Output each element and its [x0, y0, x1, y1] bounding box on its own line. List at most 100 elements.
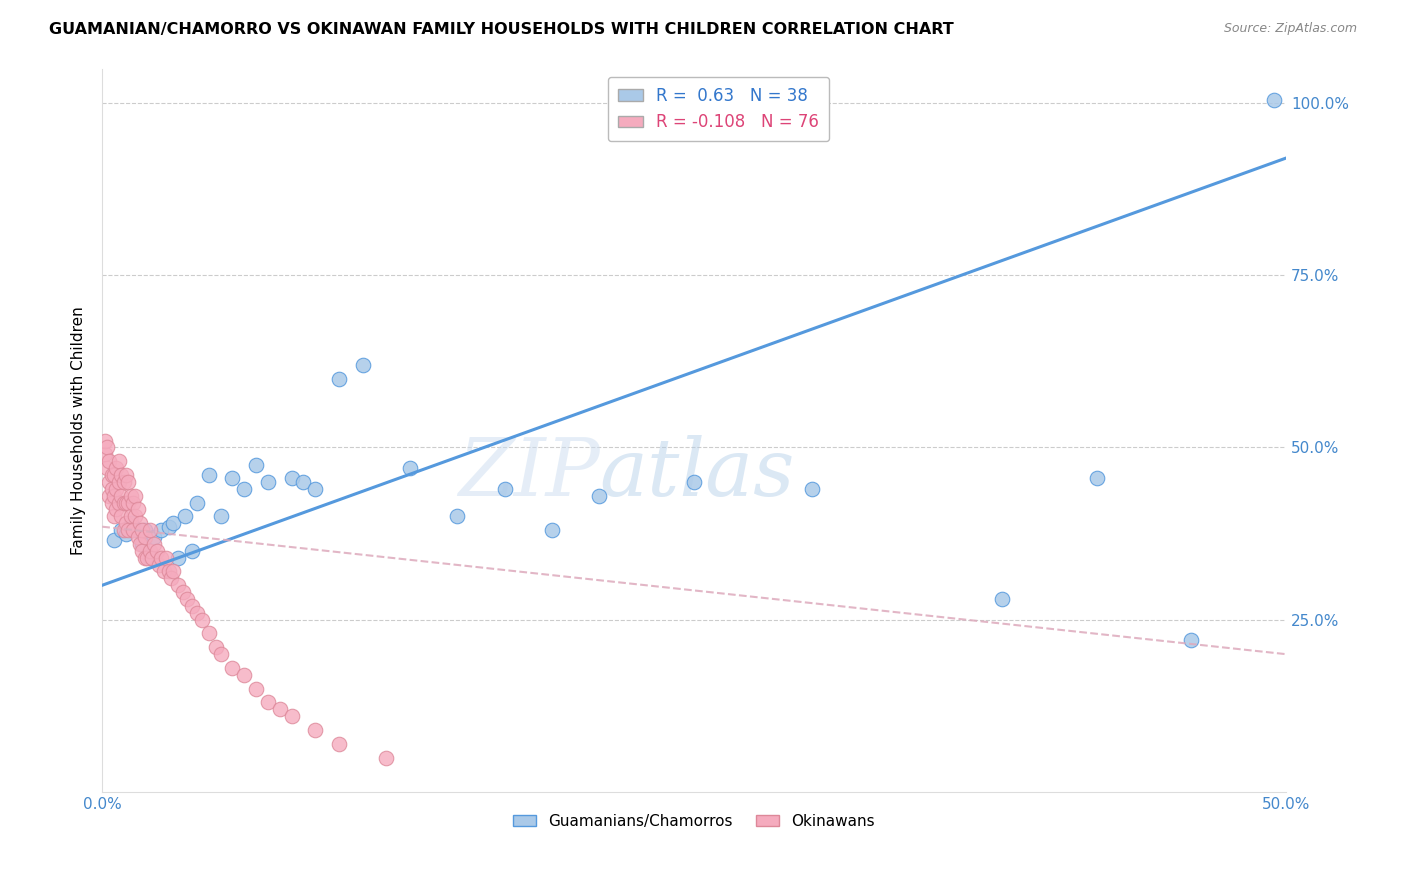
Point [245, 681, 267, 696]
Point [292, 475, 315, 489]
Point [683, 475, 706, 489]
Point [1180, 633, 1202, 648]
Point [148, 558, 170, 572]
Point [245, 458, 267, 472]
Point [162, 516, 184, 531]
Point [107, 495, 129, 509]
Point [190, 613, 212, 627]
Point [134, 530, 156, 544]
Point [120, 509, 142, 524]
Point [375, 750, 398, 764]
Point [269, 702, 291, 716]
Point [157, 519, 180, 533]
Point [122, 495, 145, 509]
Point [115, 495, 138, 509]
Point [399, 461, 422, 475]
Point [138, 550, 160, 565]
Point [96, 441, 118, 455]
Point [181, 599, 204, 613]
Point [115, 516, 138, 531]
Point [110, 523, 132, 537]
Point [176, 592, 198, 607]
Point [103, 489, 125, 503]
Point [93, 447, 115, 461]
Text: atlas: atlas [599, 435, 794, 512]
Point [143, 537, 166, 551]
Point [150, 523, 173, 537]
Point [98, 454, 121, 468]
Point [186, 495, 208, 509]
Point [138, 523, 160, 537]
Legend: Guamanians/Chamorros, Okinawans: Guamanians/Chamorros, Okinawans [508, 808, 880, 835]
Point [100, 495, 122, 509]
Point [131, 523, 153, 537]
Point [280, 709, 302, 723]
Point [280, 471, 302, 485]
Point [257, 695, 280, 709]
Point [172, 585, 194, 599]
Point [162, 565, 184, 579]
Point [221, 471, 243, 485]
Point [100, 482, 122, 496]
Point [98, 489, 121, 503]
Point [138, 544, 160, 558]
Point [131, 544, 153, 558]
Point [143, 530, 166, 544]
Point [115, 526, 138, 541]
Point [167, 550, 190, 565]
Point [233, 482, 256, 496]
Point [1085, 471, 1108, 485]
Point [150, 550, 173, 565]
Point [186, 606, 208, 620]
Point [127, 530, 149, 544]
Point [134, 523, 156, 537]
Text: GUAMANIAN/CHAMORRO VS OKINAWAN FAMILY HOUSEHOLDS WITH CHILDREN CORRELATION CHART: GUAMANIAN/CHAMORRO VS OKINAWAN FAMILY HO… [49, 22, 953, 37]
Point [541, 523, 564, 537]
Point [494, 482, 516, 496]
Point [110, 468, 132, 483]
Point [209, 647, 232, 661]
Point [122, 523, 145, 537]
Point [446, 509, 468, 524]
Point [96, 461, 118, 475]
Point [991, 592, 1014, 607]
Point [110, 509, 132, 524]
Point [257, 475, 280, 489]
Point [131, 537, 153, 551]
Point [205, 640, 228, 655]
Point [117, 475, 139, 489]
Point [112, 523, 135, 537]
Point [152, 565, 174, 579]
Point [124, 509, 146, 524]
Point [157, 565, 180, 579]
Point [155, 550, 177, 565]
Point [105, 482, 128, 496]
Point [134, 550, 156, 565]
Point [112, 475, 135, 489]
Point [103, 468, 125, 483]
Point [103, 533, 125, 548]
Point [117, 495, 139, 509]
Point [304, 723, 326, 737]
Point [352, 358, 374, 372]
Point [117, 523, 139, 537]
Point [160, 571, 183, 585]
Point [105, 502, 128, 516]
Point [141, 550, 163, 565]
Point [120, 489, 142, 503]
Point [127, 523, 149, 537]
Point [328, 371, 350, 385]
Point [197, 626, 219, 640]
Point [304, 482, 326, 496]
Point [221, 661, 243, 675]
Point [120, 516, 142, 531]
Point [136, 550, 159, 565]
Point [197, 468, 219, 483]
Point [115, 468, 138, 483]
Y-axis label: Family Households with Children: Family Households with Children [72, 306, 86, 555]
Point [107, 454, 129, 468]
Point [100, 468, 122, 483]
Point [127, 502, 149, 516]
Point [328, 737, 350, 751]
Text: Source: ZipAtlas.com: Source: ZipAtlas.com [1223, 22, 1357, 36]
